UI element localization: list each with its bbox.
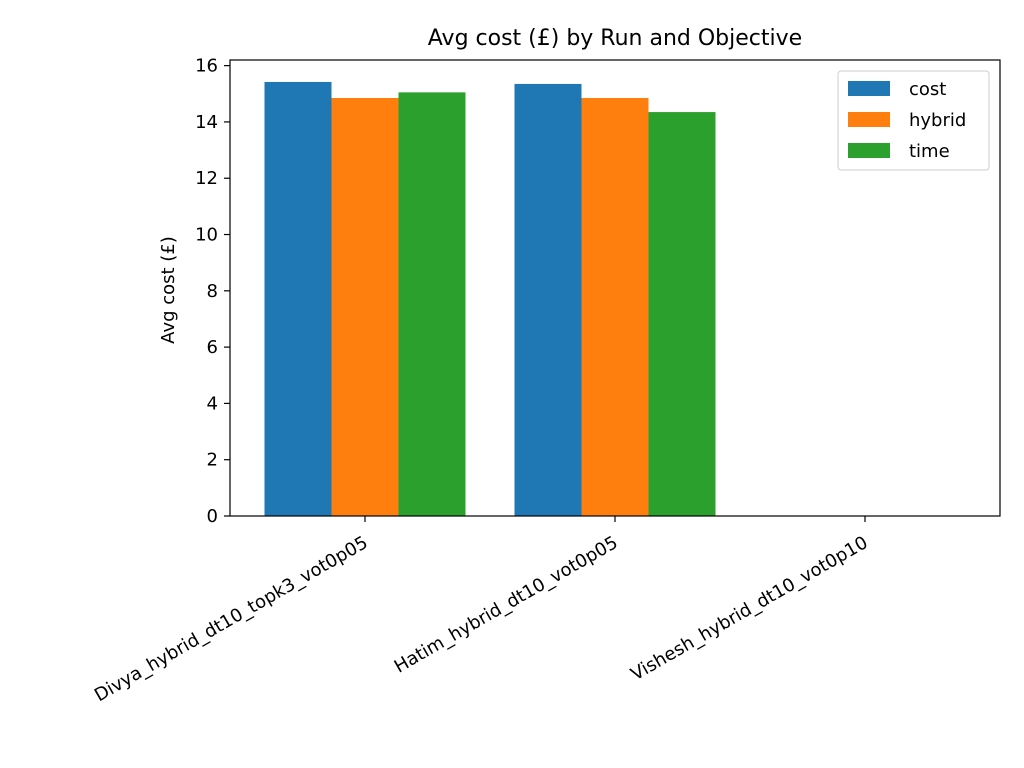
y-tick-label-8: 16 — [195, 56, 218, 77]
bar-hybrid-1 — [581, 98, 649, 516]
bar-cost-0 — [264, 81, 332, 516]
y-tick-label-7: 14 — [195, 112, 218, 133]
y-tick-label-1: 2 — [207, 450, 218, 471]
chart-title: Avg cost (£) by Run and Objective — [428, 26, 802, 51]
y-tick-label-2: 4 — [207, 393, 218, 414]
y-tick-label-3: 6 — [207, 337, 218, 358]
y-tick-label-6: 12 — [195, 168, 218, 189]
x-tick-label-2: Vishesh_hybrid_dt10_vot0p10 — [627, 532, 871, 685]
legend-swatch-time — [848, 143, 890, 158]
legend-swatch-hybrid — [848, 112, 890, 127]
plot-frame — [229, 59, 1001, 517]
legend: cost hybrid time — [837, 70, 990, 171]
legend-swatch-cost — [848, 81, 890, 96]
y-axis: 0 2 4 6 8 10 12 14 16 — [195, 56, 230, 527]
legend-label-cost: cost — [909, 79, 946, 100]
bar-time-1 — [648, 112, 716, 517]
legend-label-time: time — [909, 141, 950, 162]
y-axis-title: Avg cost (£) — [158, 236, 179, 344]
x-tick-label-0: Divya_hybrid_dt10_topk3_vot0p05 — [91, 532, 372, 706]
bar-hybrid-0 — [331, 98, 399, 516]
y-tick-label-4: 8 — [207, 281, 218, 302]
bars-group — [264, 81, 716, 517]
legend-label-hybrid: hybrid — [909, 110, 966, 131]
y-tick-label-5: 10 — [195, 225, 218, 246]
bar-cost-1 — [514, 83, 582, 516]
x-axis: Divya_hybrid_dt10_topk3_vot0p05 Hatim_hyb… — [91, 516, 872, 706]
bar-time-0 — [398, 92, 466, 517]
x-tick-label-1: Hatim_hybrid_dt10_vot0p05 — [391, 532, 622, 677]
y-tick-label-0: 0 — [207, 506, 218, 527]
